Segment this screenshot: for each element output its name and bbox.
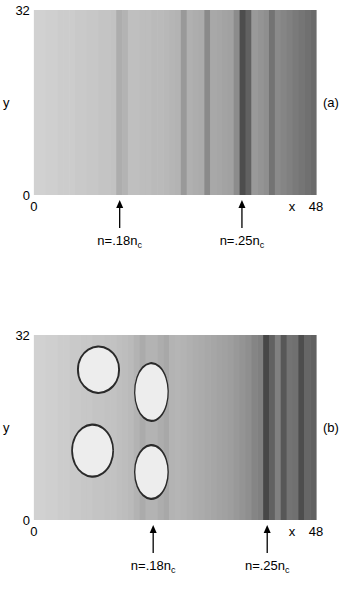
svg-text:0: 0: [30, 199, 37, 214]
svg-text:y: y: [3, 95, 10, 110]
svg-text:0: 0: [23, 188, 30, 203]
svg-text:c: c: [285, 565, 290, 575]
svg-text:n=.18n: n=.18n: [131, 558, 171, 573]
svg-text:0: 0: [23, 513, 30, 528]
svg-text:c: c: [260, 240, 265, 250]
svg-text:n=.25n: n=.25n: [220, 233, 260, 248]
svg-text:c: c: [171, 565, 176, 575]
svg-text:48: 48: [309, 199, 323, 214]
svg-text:32: 32: [15, 328, 29, 343]
svg-text:32: 32: [15, 3, 29, 18]
svg-text:(a): (a): [323, 95, 339, 110]
svg-text:48: 48: [309, 524, 323, 539]
svg-text:x: x: [289, 199, 296, 214]
svg-text:c: c: [137, 240, 142, 250]
svg-text:y: y: [3, 420, 10, 435]
svg-text:n=.25n: n=.25n: [245, 558, 285, 573]
svg-text:(b): (b): [323, 420, 339, 435]
svg-text:x: x: [289, 524, 296, 539]
svg-text:0: 0: [30, 524, 37, 539]
svg-text:n=.18n: n=.18n: [97, 233, 137, 248]
